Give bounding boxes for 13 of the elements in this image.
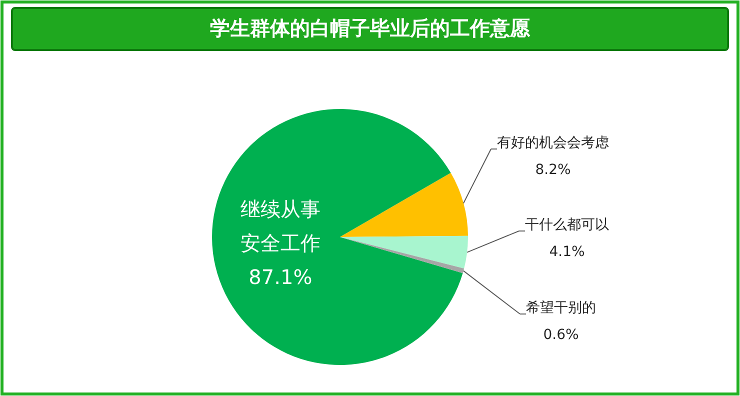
pie-slice (340, 172, 468, 237)
data-label: 87.1% (248, 265, 312, 290)
pie-slice (212, 109, 463, 365)
data-label: 0.6% (543, 327, 579, 343)
data-label: 4.1% (549, 244, 585, 260)
chart-title: 学生群体的白帽子毕业后的工作意愿 (210, 16, 531, 40)
slice-label: 有好的机会会考虑 (497, 135, 609, 151)
pie-slice (340, 237, 464, 274)
slice-label: 希望干别的 (526, 300, 596, 316)
slice-label: 继续从事安全工作 (240, 197, 320, 256)
slice-label: 干什么都可以 (525, 217, 609, 233)
pie-slice (340, 236, 468, 268)
data-label: 8.2% (535, 162, 571, 178)
